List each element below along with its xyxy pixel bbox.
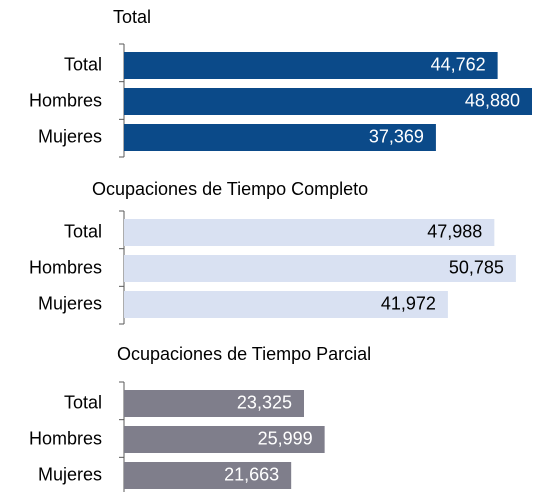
- value-label: 44,762: [431, 54, 486, 74]
- category-label: Total: [64, 54, 102, 74]
- chart-title: Ocupaciones de Tiempo Completo: [92, 179, 368, 199]
- value-label: 41,972: [381, 293, 436, 313]
- chart-title: Ocupaciones de Tiempo Parcial: [117, 344, 371, 364]
- value-label: 50,785: [449, 257, 504, 277]
- bar: [124, 88, 532, 115]
- value-label: 25,999: [258, 428, 313, 448]
- category-label: Total: [64, 392, 102, 412]
- value-label: 37,369: [369, 126, 424, 146]
- category-label: Mujeres: [38, 293, 102, 313]
- category-label: Hombres: [29, 257, 102, 277]
- bar: [124, 124, 436, 151]
- bar: [124, 255, 516, 282]
- chart-title: Total: [113, 7, 151, 27]
- category-label: Mujeres: [38, 464, 102, 484]
- bar: [124, 462, 292, 489]
- bar: [124, 426, 325, 453]
- value-label: 21,663: [224, 464, 279, 484]
- value-label: 23,325: [237, 392, 292, 412]
- category-label: Total: [64, 221, 102, 241]
- bar: [124, 390, 304, 417]
- value-label: 48,880: [465, 90, 520, 110]
- value-label: 47,988: [427, 221, 482, 241]
- category-label: Hombres: [29, 428, 102, 448]
- bar: [124, 52, 498, 79]
- category-label: Hombres: [29, 90, 102, 110]
- category-label: Mujeres: [38, 126, 102, 146]
- bar: [124, 219, 495, 246]
- bar: [124, 291, 448, 318]
